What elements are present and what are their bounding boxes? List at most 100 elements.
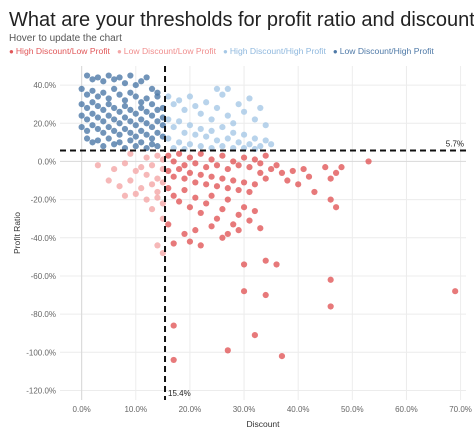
data-point (219, 123, 226, 131)
data-point (89, 99, 96, 106)
data-point (295, 181, 302, 188)
data-point (148, 85, 156, 93)
data-point (224, 135, 231, 142)
data-point (148, 162, 156, 169)
data-point (208, 223, 215, 230)
x-tick-label: 40.0% (287, 405, 310, 414)
data-point (127, 177, 134, 184)
data-point (213, 162, 221, 169)
data-point (121, 80, 129, 87)
data-point (143, 131, 150, 138)
data-point (154, 106, 161, 113)
data-point (262, 122, 269, 129)
data-point (165, 152, 172, 159)
y-tick-label: -120.0% (26, 386, 56, 395)
data-point (327, 303, 334, 310)
data-point (192, 102, 199, 110)
y-tick-label: 40.0% (33, 81, 56, 90)
data-point (83, 104, 91, 112)
x-tick-label: 20.0% (179, 405, 202, 414)
data-point (273, 261, 280, 268)
data-point (257, 169, 264, 176)
data-point (338, 164, 345, 171)
data-point (89, 122, 96, 129)
data-point (83, 91, 91, 98)
data-point (251, 135, 258, 142)
data-point (165, 93, 172, 100)
data-point (235, 227, 242, 234)
legend-label: High Discount/High Profit (229, 46, 326, 56)
data-point (192, 131, 199, 138)
data-point (327, 196, 334, 203)
data-point (246, 141, 253, 148)
y-tick-label: -100.0% (26, 348, 56, 357)
data-point (111, 85, 118, 93)
data-point (305, 173, 313, 180)
data-point (94, 93, 101, 100)
data-point (154, 188, 161, 196)
data-point (105, 101, 112, 108)
data-point (197, 209, 204, 217)
data-point (148, 135, 156, 142)
data-point (186, 238, 194, 245)
y-tick-label: -80.0% (31, 310, 56, 319)
data-point (224, 196, 231, 203)
data-point (175, 198, 183, 205)
legend-item-high-discount-high-profit[interactable]: ● High Discount/High Profit (223, 46, 326, 56)
data-point (208, 127, 215, 134)
data-point (83, 135, 91, 142)
data-point (213, 85, 221, 93)
data-point (311, 188, 318, 196)
data-point (208, 173, 215, 180)
data-point (197, 150, 204, 157)
data-point (300, 165, 307, 173)
data-point (208, 192, 215, 199)
data-point (208, 156, 215, 163)
data-point (175, 97, 183, 104)
data-point (181, 186, 188, 194)
data-point (181, 106, 188, 113)
data-point (100, 118, 107, 125)
data-point (121, 160, 129, 167)
data-point (143, 95, 150, 102)
data-point (197, 143, 204, 150)
data-point (78, 101, 85, 108)
data-point (111, 165, 118, 173)
data-point (235, 162, 242, 169)
data-point (111, 116, 118, 123)
chart-subtitle: Hover to update the chart (9, 33, 122, 44)
data-point (116, 108, 123, 115)
data-point (111, 104, 118, 112)
data-point (143, 74, 150, 81)
data-point (132, 190, 139, 197)
data-point (192, 179, 199, 186)
data-point (246, 164, 253, 171)
legend-item-low-discount-high-profit[interactable]: ● Low Discount/High Profit (333, 46, 434, 56)
data-point (138, 127, 145, 134)
data-point (273, 162, 280, 169)
data-point (240, 154, 248, 161)
data-point (143, 154, 150, 161)
data-point (219, 206, 226, 213)
data-point (154, 118, 161, 125)
data-point (143, 120, 150, 127)
data-point (365, 158, 372, 165)
chart-title: What are your thresholds for profit rati… (9, 9, 474, 31)
data-point (100, 143, 107, 150)
data-point (240, 131, 248, 138)
legend-item-low-discount-low-profit[interactable]: ● Low Discount/Low Profit (117, 46, 216, 56)
legend-dot: ● (332, 46, 338, 56)
data-point (224, 230, 231, 238)
data-point (327, 276, 334, 283)
data-point (230, 158, 237, 165)
data-point (148, 141, 156, 148)
data-point (257, 225, 264, 232)
data-point (197, 125, 204, 133)
legend-dot: ● (9, 46, 14, 56)
data-point (154, 194, 161, 201)
data-point (148, 101, 156, 108)
y-tick-label: -60.0% (31, 272, 56, 281)
data-point (224, 165, 231, 173)
legend-item-high-discount-low-profit[interactable]: ● High Discount/Low Profit (9, 46, 110, 56)
